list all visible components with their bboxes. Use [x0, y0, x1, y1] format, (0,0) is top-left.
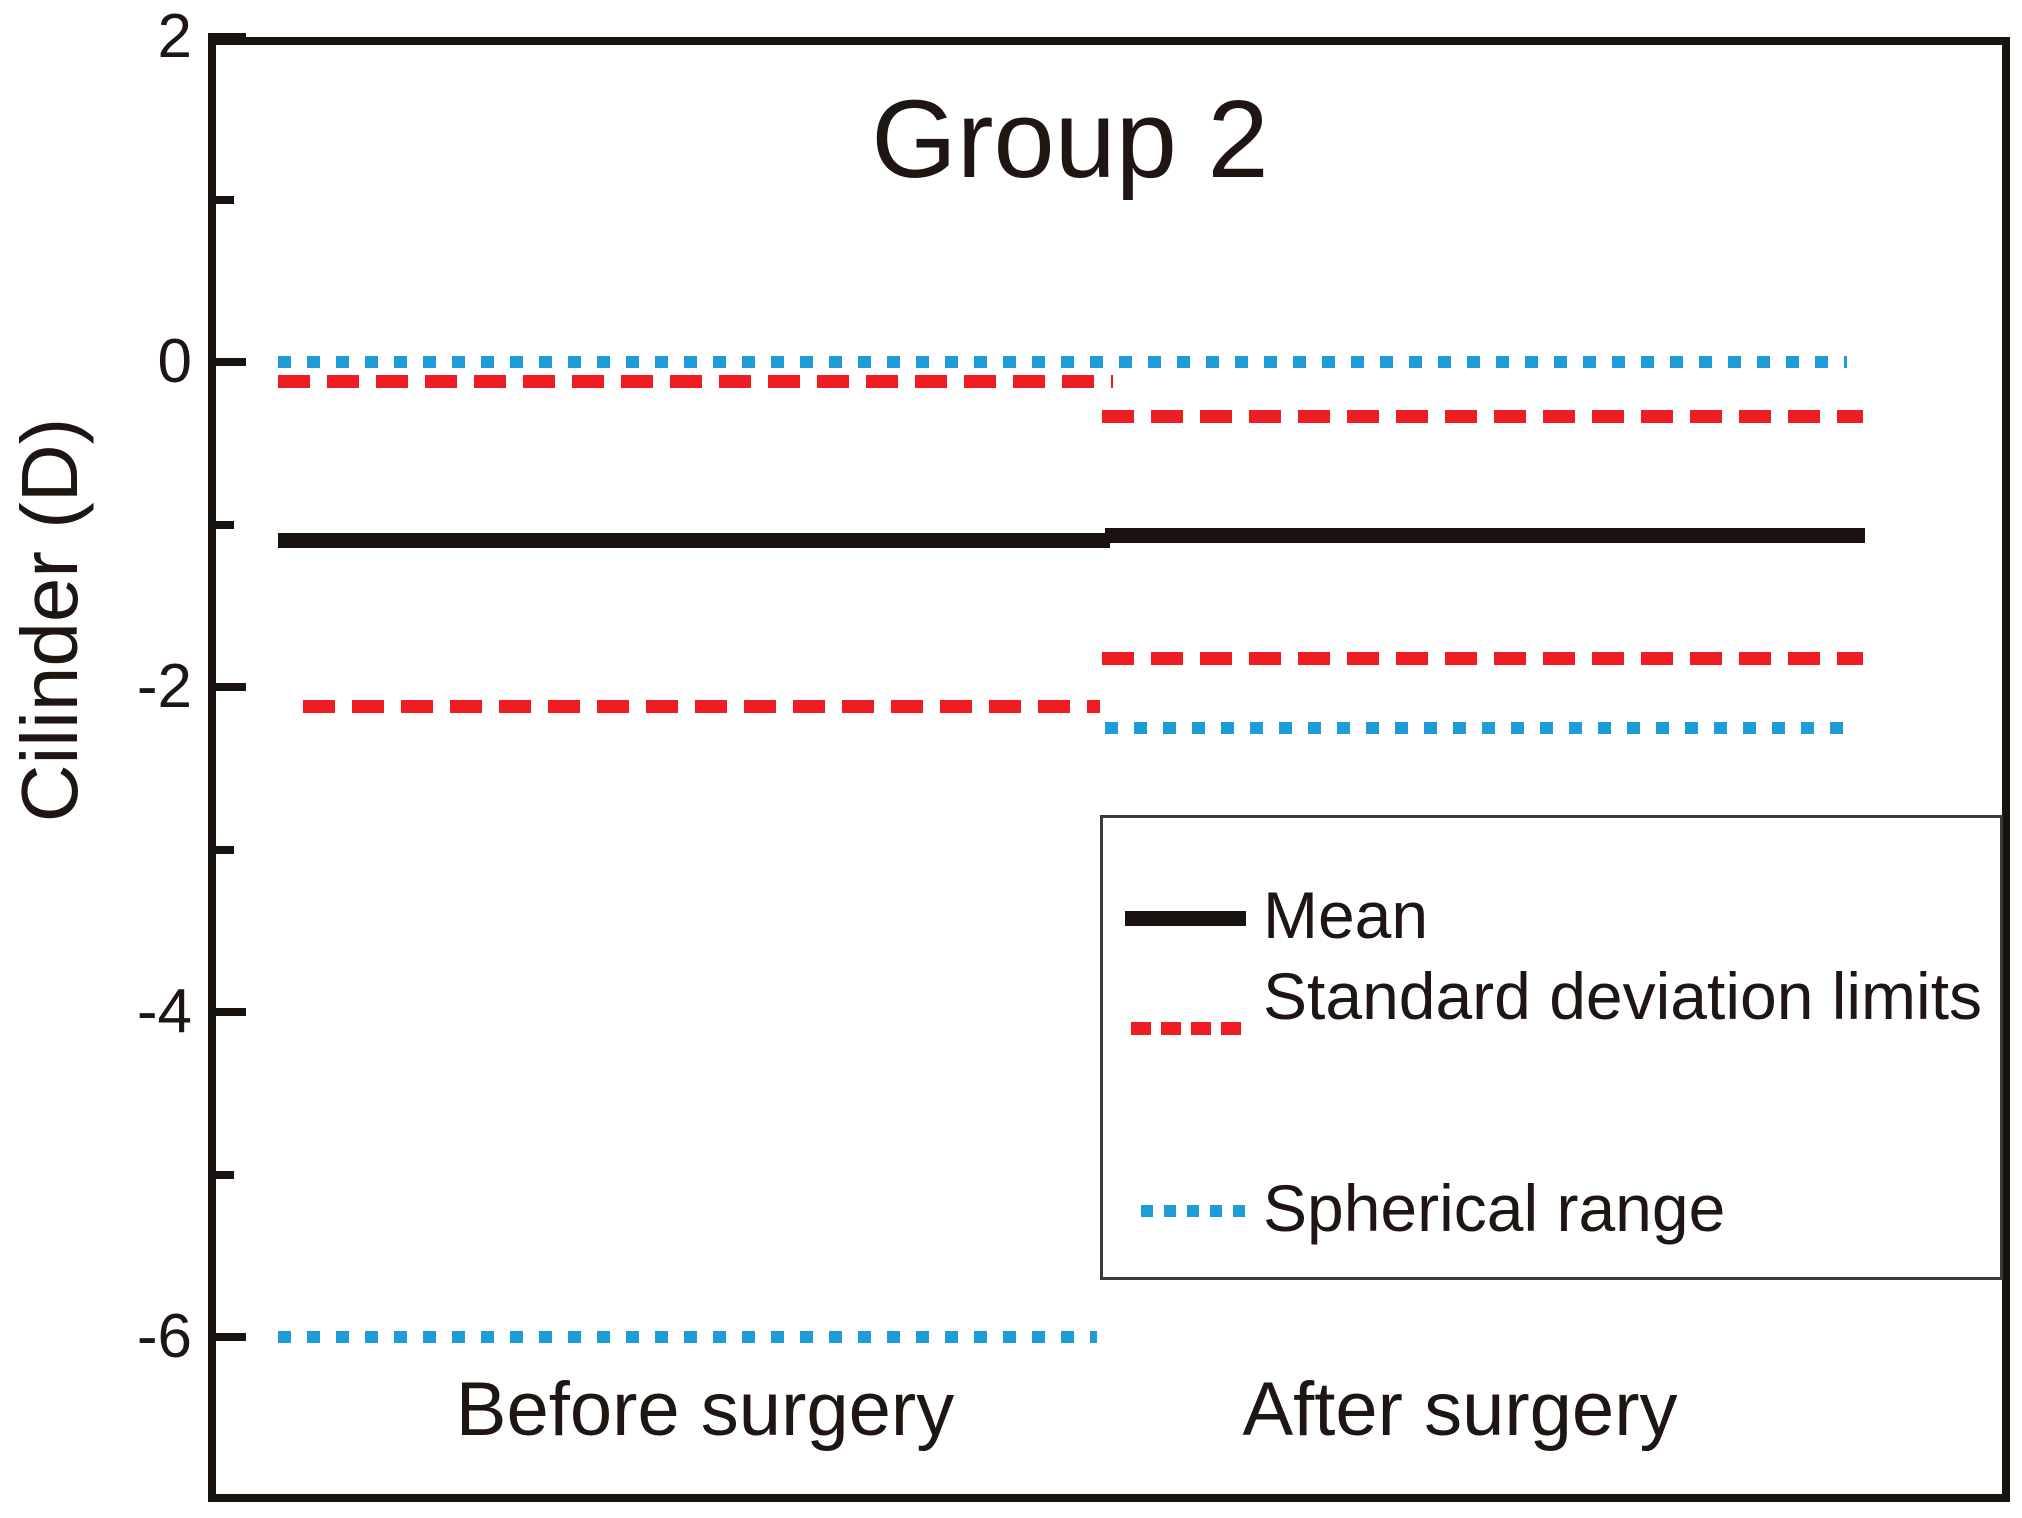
y-axis-label: Cilinder (D)	[5, 417, 94, 823]
legend-swatch-standard-deviation-line	[1131, 1022, 1249, 1035]
y-axis-tick-label: -4	[136, 977, 192, 1046]
legend-label-mean: Mean	[1263, 878, 1429, 952]
chart-title: Group 2	[871, 78, 1269, 201]
y-axis-major-tick	[208, 1333, 246, 1341]
y-axis-tick-label: -6	[136, 1302, 192, 1371]
y-axis-tick-label: -2	[136, 652, 192, 721]
legend-box: Mean Standard deviation limits Spherical…	[1100, 815, 2003, 1280]
spherical-lower-line-after	[1105, 722, 1846, 734]
y-axis-minor-tick	[208, 196, 234, 204]
legend-swatch-spherical-range-line	[1141, 1205, 1251, 1217]
y-axis-minor-tick	[208, 846, 234, 854]
legend-swatch-mean-line	[1125, 911, 1246, 926]
sd-upper-line-before	[278, 375, 1113, 388]
spherical-upper-line	[278, 356, 1847, 368]
mean-line-after	[1105, 528, 1865, 543]
legend-label-standard-deviation: Standard deviation limits	[1263, 959, 1983, 1033]
spherical-lower-line-before	[278, 1331, 1097, 1343]
plot-frame	[208, 37, 2010, 1502]
category-label-after-surgery: After surgery	[1242, 1367, 1678, 1452]
y-axis-major-tick	[208, 33, 246, 41]
sd-upper-line-after	[1102, 410, 1863, 423]
category-label-before-surgery: Before surgery	[455, 1367, 955, 1452]
y-axis-tick-label: 0	[157, 327, 192, 396]
sd-lower-line-before	[303, 700, 1100, 713]
y-axis-tick-label: 2	[157, 2, 192, 71]
y-axis-major-tick	[208, 683, 246, 691]
y-axis-minor-tick	[208, 1171, 234, 1179]
y-axis-major-tick	[208, 358, 246, 366]
sd-lower-line-after	[1102, 652, 1863, 665]
mean-line-before	[278, 533, 1110, 548]
legend-label-spherical-range: Spherical range	[1263, 1171, 1726, 1245]
y-axis-minor-tick	[208, 521, 234, 529]
y-axis-major-tick	[208, 1008, 246, 1016]
